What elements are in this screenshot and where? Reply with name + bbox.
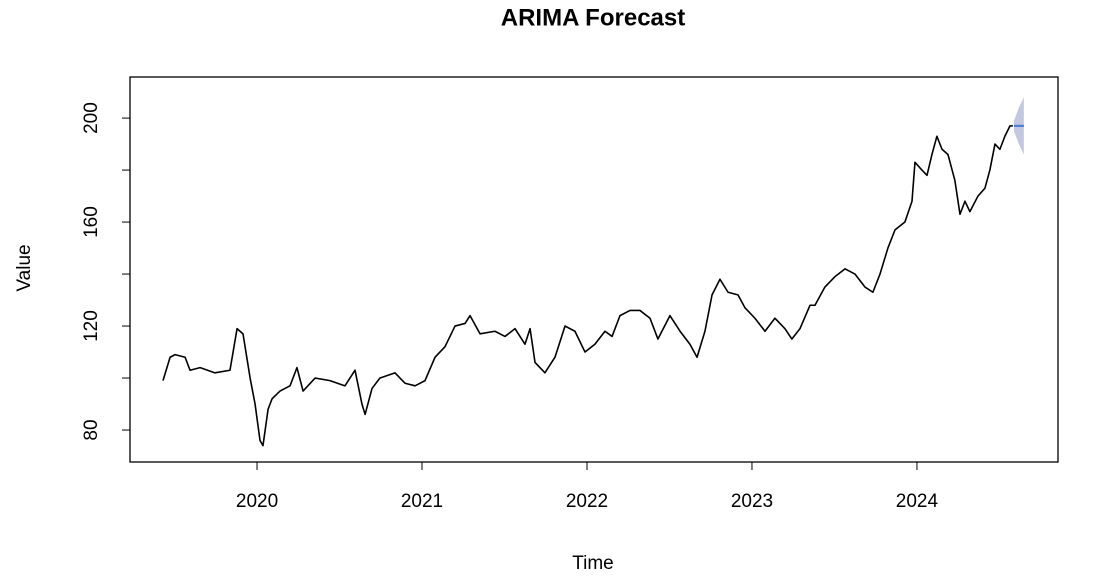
y-axis-label: Value: [14, 244, 35, 291]
y-tick-label: 160: [81, 206, 102, 238]
series-line: [162, 125, 1013, 447]
x-tick-label: 2022: [566, 491, 608, 512]
x-tick-label: 2020: [236, 491, 278, 512]
y-tick-label: 200: [81, 102, 102, 134]
y-tick-label: 120: [81, 310, 102, 342]
y-tick-label: 80: [81, 419, 102, 440]
x-tick-label: 2021: [401, 491, 443, 512]
x-tick-label: 2024: [896, 491, 939, 512]
plot-frame: [129, 76, 1059, 463]
x-tick-label: 2023: [731, 491, 773, 512]
x-axis-label: Time: [572, 553, 614, 574]
chart-title: ARIMA Forecast: [501, 4, 685, 31]
